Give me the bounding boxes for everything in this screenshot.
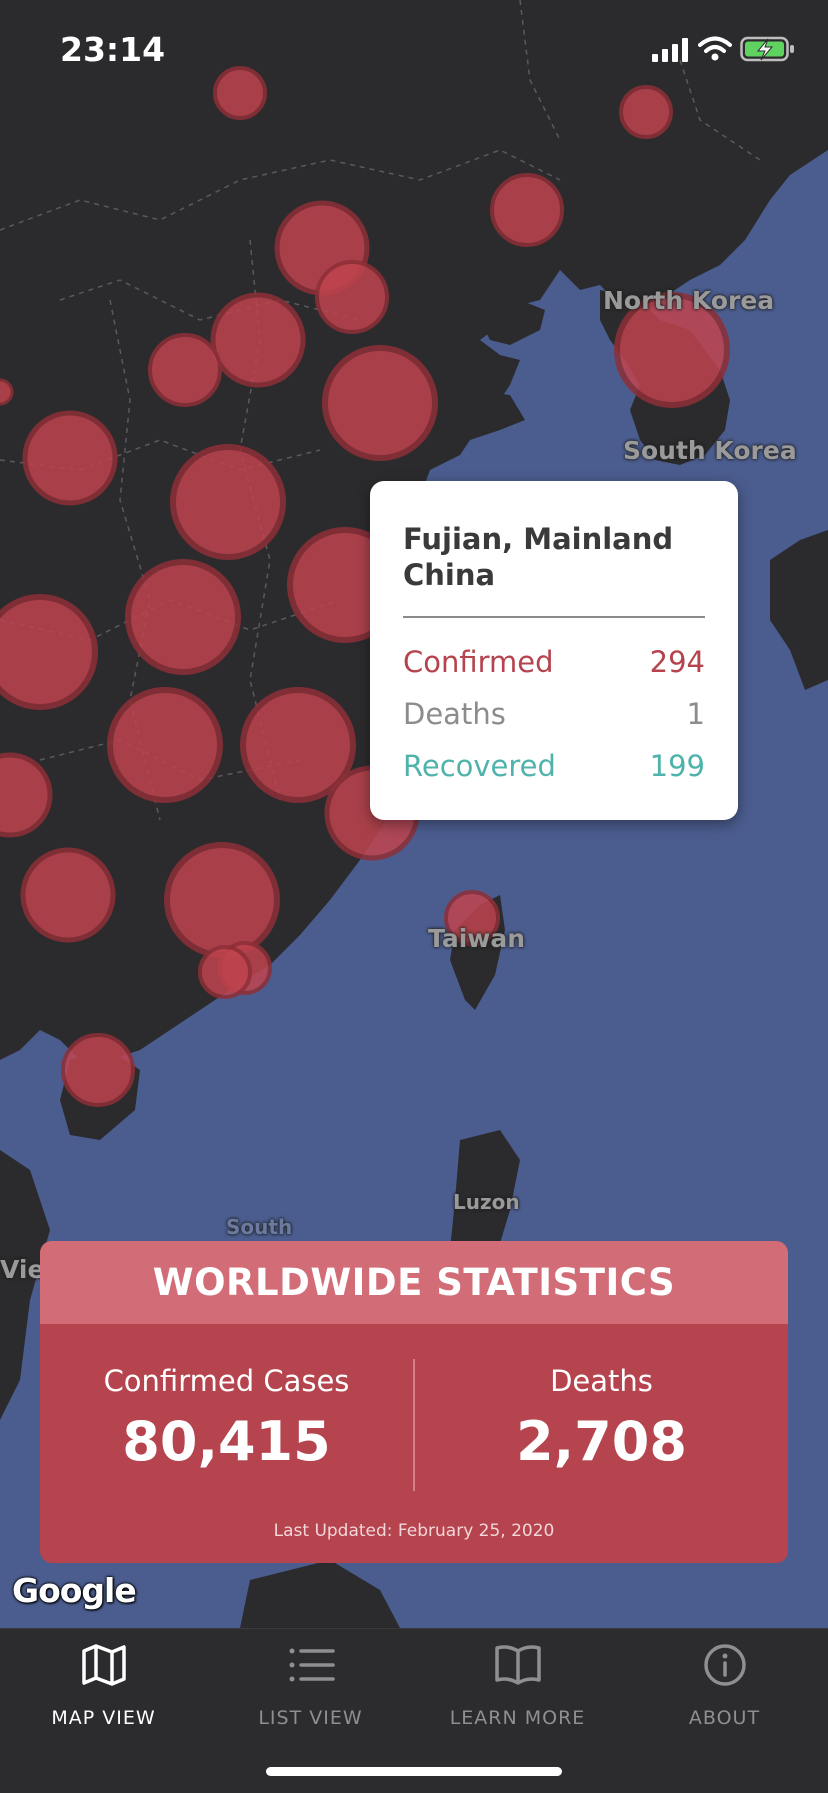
stats-heading: WORLDWIDE STATISTICS: [40, 1241, 788, 1324]
province-info-popup[interactable]: Fujian, Mainland China Confirmed 294 Dea…: [370, 481, 738, 820]
tab-bar: MAP VIEW LIST VIEW LEARN MORE ABOUT: [0, 1628, 828, 1793]
tab-about-label: ABOUT: [688, 1707, 761, 1729]
deaths-label: Deaths: [403, 697, 506, 731]
case-markers: [0, 66, 730, 1107]
shandong-landmass: [430, 390, 525, 440]
vietnam-landmass: [0, 1150, 50, 1420]
status-bar: 23:14: [0, 0, 828, 100]
confirmed-label: Confirmed: [403, 645, 554, 679]
confirmed-cases-label: Confirmed Cases: [103, 1364, 350, 1398]
tab-learn-more[interactable]: LEARN MORE: [414, 1629, 621, 1749]
map-label-south-korea: South Korea: [623, 436, 797, 465]
tab-list-view-label: LIST VIEW: [258, 1707, 363, 1729]
map-icon: [82, 1644, 126, 1686]
mindoro-landmass: [240, 1560, 400, 1628]
stats-divider: [413, 1359, 415, 1491]
map-label-south: South: [226, 1215, 293, 1239]
battery-charging-icon: [740, 36, 794, 62]
map-label-taiwan: Taiwan: [428, 924, 526, 953]
popup-divider: [403, 616, 705, 618]
tab-about[interactable]: ABOUT: [621, 1629, 828, 1749]
map-label-north-korea: North Korea: [603, 286, 775, 315]
google-logo: Google: [12, 1571, 137, 1610]
home-indicator[interactable]: [266, 1767, 562, 1776]
japan-landmass: [770, 530, 828, 690]
confirmed-cases-column: Confirmed Cases 80,415: [40, 1364, 413, 1473]
deaths-value: 1: [686, 697, 705, 731]
worldwide-statistics-card: WORLDWIDE STATISTICS Confirmed Cases 80,…: [40, 1241, 788, 1563]
tab-list-view[interactable]: LIST VIEW: [207, 1629, 414, 1749]
status-time: 23:14: [60, 30, 166, 69]
recovered-value: 199: [649, 749, 705, 783]
deaths-total-label: Deaths: [550, 1364, 653, 1398]
popup-row-confirmed: Confirmed 294: [403, 645, 705, 679]
recovered-label: Recovered: [403, 749, 556, 783]
confirmed-cases-value: 80,415: [122, 1410, 331, 1473]
tab-learn-more-label: LEARN MORE: [449, 1707, 586, 1729]
liaodong-landmass: [480, 300, 545, 345]
last-updated-text: Last Updated: February 25, 2020: [273, 1521, 555, 1541]
deaths-total-value: 2,708: [516, 1410, 687, 1473]
tab-map-view[interactable]: MAP VIEW: [0, 1629, 207, 1749]
book-icon: [495, 1645, 541, 1685]
signal-icon: [652, 38, 688, 62]
popup-title: Fujian, Mainland China: [403, 522, 674, 592]
deaths-column: Deaths 2,708: [415, 1364, 788, 1473]
map-label-luzon: Luzon: [453, 1190, 520, 1214]
popup-row-deaths: Deaths 1: [403, 697, 705, 731]
info-icon: [704, 1644, 746, 1686]
confirmed-value: 294: [649, 645, 705, 679]
tab-map-view-label: MAP VIEW: [51, 1707, 156, 1729]
popup-row-recovered: Recovered 199: [403, 749, 705, 783]
list-icon: [289, 1648, 335, 1682]
wifi-icon: [698, 36, 732, 61]
